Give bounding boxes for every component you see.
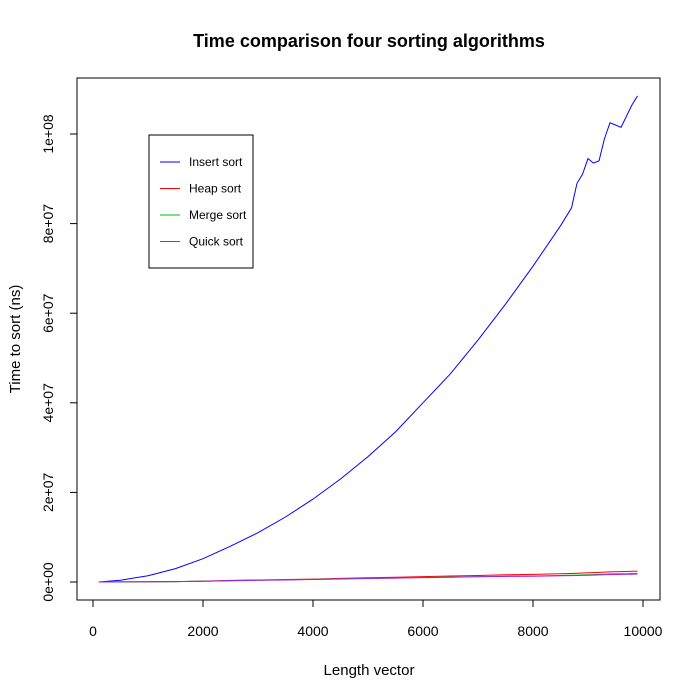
x-tick-label: 6000 — [407, 623, 438, 639]
y-axis-label: Time to sort (ns) — [7, 285, 24, 394]
series-line-insert-sort — [98, 95, 638, 583]
y-tick-label: 0e+00 — [40, 562, 56, 602]
x-axis-label: Length vector — [324, 662, 415, 679]
x-axis: 0 2000 4000 6000 8000 10000 — [89, 599, 663, 639]
legend-label-heap-sort: Heap sort — [189, 182, 242, 196]
y-tick-label: 2e+07 — [40, 473, 56, 513]
legend-label-quick-sort: Quick sort — [189, 235, 244, 249]
legend-label-merge-sort: Merge sort — [189, 208, 247, 222]
x-tick-label: 4000 — [297, 623, 328, 639]
y-tick-label: 6e+07 — [40, 293, 56, 333]
x-tick-label: 0 — [89, 623, 97, 639]
y-axis: 0e+00 2e+07 4e+07 6e+07 8e+07 1e+08 — [40, 114, 78, 602]
series-line-quick-sort — [98, 573, 638, 583]
y-tick-label: 1e+08 — [40, 114, 56, 154]
legend-box — [148, 134, 254, 269]
x-tick-label: 10000 — [624, 623, 663, 639]
x-tick-label: 2000 — [187, 623, 218, 639]
x-tick-label: 8000 — [517, 623, 548, 639]
legend-label-insert-sort: Insert sort — [189, 155, 243, 169]
series-layer — [98, 95, 638, 583]
legend: Insert sort Heap sort Merge sort Quick sort — [148, 134, 254, 269]
y-tick-label: 4e+07 — [40, 383, 56, 423]
y-tick-label: 8e+07 — [40, 204, 56, 244]
chart-title: Time comparison four sorting algorithms — [193, 31, 545, 51]
